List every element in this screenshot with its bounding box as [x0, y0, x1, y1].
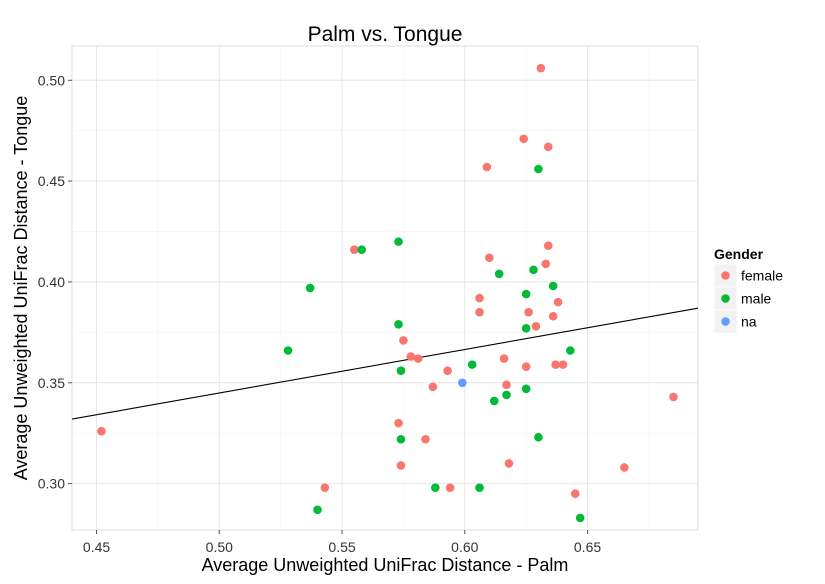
- point-female: [350, 245, 359, 254]
- trend-line: [71, 307, 699, 420]
- chart-title: Palm vs. Tongue: [308, 23, 463, 46]
- point-female: [669, 392, 678, 402]
- x-tick-label: 0.50: [206, 539, 233, 555]
- point-male: [431, 483, 440, 492]
- point-female: [536, 63, 546, 73]
- point-male: [394, 237, 403, 246]
- point-female: [499, 354, 509, 363]
- point-female: [541, 259, 551, 269]
- point-female: [558, 360, 568, 369]
- point-male: [566, 346, 575, 355]
- y-tick-label: 0.40: [38, 274, 65, 290]
- legend-label-male: male: [741, 291, 772, 307]
- point-female: [428, 382, 438, 392]
- point-female: [551, 360, 560, 369]
- point-female: [394, 418, 403, 428]
- x-axis-label: Average Unweighted UniFrac Distance - Pa…: [202, 555, 569, 575]
- x-axis-ticks: 0.45 0.50 0.55 0.60 0.65: [83, 530, 601, 555]
- y-axis-label: Average Unweighted UniFrac Distance - To…: [11, 96, 31, 481]
- point-male: [502, 390, 511, 400]
- y-tick-label: 0.30: [38, 476, 65, 492]
- data-points: [97, 63, 678, 523]
- point-female: [396, 461, 406, 470]
- point-female: [475, 307, 484, 317]
- x-tick-label: 0.55: [328, 539, 355, 555]
- legend-key-male: [721, 294, 730, 303]
- point-male: [305, 283, 315, 293]
- legend-entries: female male na: [713, 263, 783, 334]
- plot-panel: [71, 45, 699, 531]
- grid-lines: [72, 46, 698, 530]
- point-female: [524, 307, 533, 317]
- point-female: [445, 483, 455, 492]
- point-male: [283, 346, 293, 355]
- point-male: [575, 513, 585, 523]
- x-tick-label: 0.45: [83, 539, 110, 555]
- point-female: [570, 489, 580, 499]
- point-male: [494, 269, 504, 279]
- legend-label-na: na: [741, 314, 757, 330]
- point-male: [548, 281, 558, 291]
- point-female: [475, 293, 484, 303]
- legend-key-female: [721, 271, 730, 280]
- point-male: [529, 265, 538, 275]
- point-female: [97, 426, 106, 436]
- point-female: [399, 336, 408, 345]
- point-female: [521, 362, 531, 371]
- point-female: [485, 253, 494, 263]
- point-male: [521, 324, 531, 333]
- point-male: [394, 320, 403, 329]
- point-male: [313, 505, 322, 515]
- point-female: [413, 354, 423, 363]
- point-female: [548, 311, 558, 321]
- y-tick-label: 0.50: [38, 72, 65, 88]
- point-male: [534, 164, 543, 174]
- point-male: [396, 434, 406, 444]
- point-male: [357, 245, 366, 254]
- point-female: [502, 380, 511, 390]
- point-female: [406, 352, 416, 361]
- point-female: [543, 241, 553, 250]
- point-male: [475, 483, 484, 492]
- regression-line: [71, 307, 699, 420]
- point-male: [489, 396, 499, 406]
- legend-title: Gender: [714, 246, 764, 262]
- point-female: [519, 134, 529, 144]
- point-female: [421, 434, 430, 444]
- legend-key-na: [721, 317, 730, 326]
- point-na: [458, 378, 467, 388]
- point-male: [534, 432, 543, 442]
- y-tick-label: 0.45: [38, 173, 65, 189]
- point-female: [443, 366, 452, 375]
- plot-border: [71, 45, 699, 531]
- legend: Gender female male na: [713, 246, 783, 334]
- point-female: [620, 463, 629, 472]
- point-female: [531, 322, 541, 331]
- point-female: [482, 162, 492, 172]
- y-tick-label: 0.35: [38, 375, 65, 391]
- point-female: [543, 142, 553, 152]
- legend-label-female: female: [741, 268, 783, 284]
- point-female: [553, 297, 563, 307]
- point-female: [320, 483, 330, 492]
- point-male: [521, 384, 531, 394]
- point-male: [467, 360, 477, 369]
- x-tick-label: 0.65: [574, 539, 601, 555]
- point-male: [521, 289, 531, 299]
- point-female: [504, 459, 514, 468]
- y-axis-ticks: 0.30 0.35 0.40 0.45 0.50: [38, 72, 72, 492]
- point-male: [396, 366, 406, 375]
- x-tick-label: 0.60: [451, 539, 478, 555]
